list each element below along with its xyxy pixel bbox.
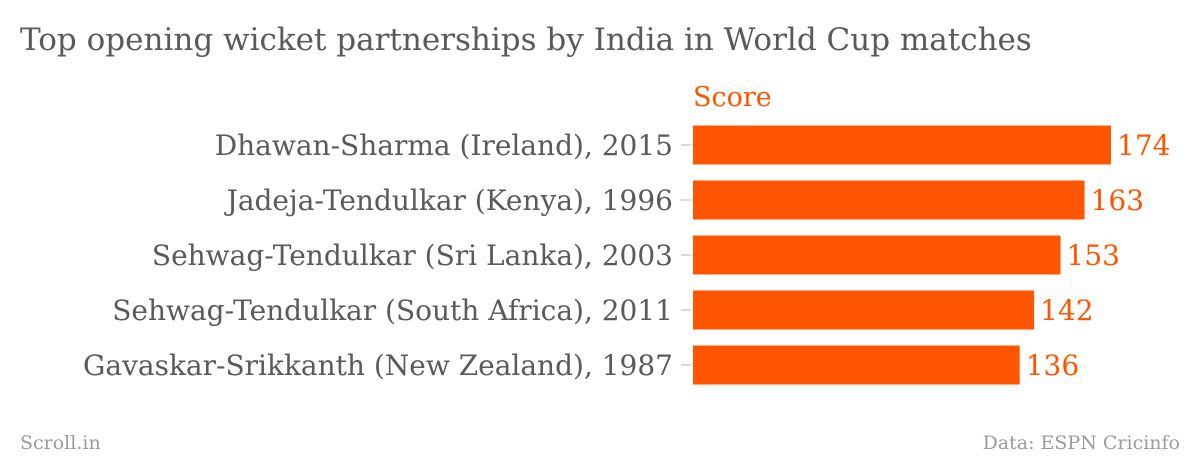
category-label: Gavaskar-Srikkanth (New Zealand), 1987 [83, 349, 673, 382]
value-label: 136 [1026, 349, 1079, 382]
value-label: 153 [1067, 239, 1120, 272]
footer-source: Data: ESPN Cricinfo [982, 432, 1180, 454]
bar [693, 235, 1061, 275]
value-label: 174 [1117, 129, 1170, 162]
chart-title: Top opening wicket partnerships by India… [20, 22, 1032, 58]
category-label: Sehwag-Tendulkar (South Africa), 2011 [112, 294, 673, 327]
bar [693, 180, 1085, 220]
value-label: 163 [1091, 184, 1144, 217]
bar [693, 345, 1020, 385]
bar [693, 290, 1035, 330]
bar [693, 125, 1111, 165]
category-label: Sehwag-Tendulkar (Sri Lanka), 2003 [152, 239, 673, 272]
category-label: Dhawan-Sharma (Ireland), 2015 [215, 129, 673, 162]
footer-brand: Scroll.in [20, 432, 101, 454]
value-label: 142 [1040, 294, 1093, 327]
category-label: Jadeja-Tendulkar (Kenya), 1996 [224, 184, 673, 217]
series-label: Score [693, 82, 772, 113]
